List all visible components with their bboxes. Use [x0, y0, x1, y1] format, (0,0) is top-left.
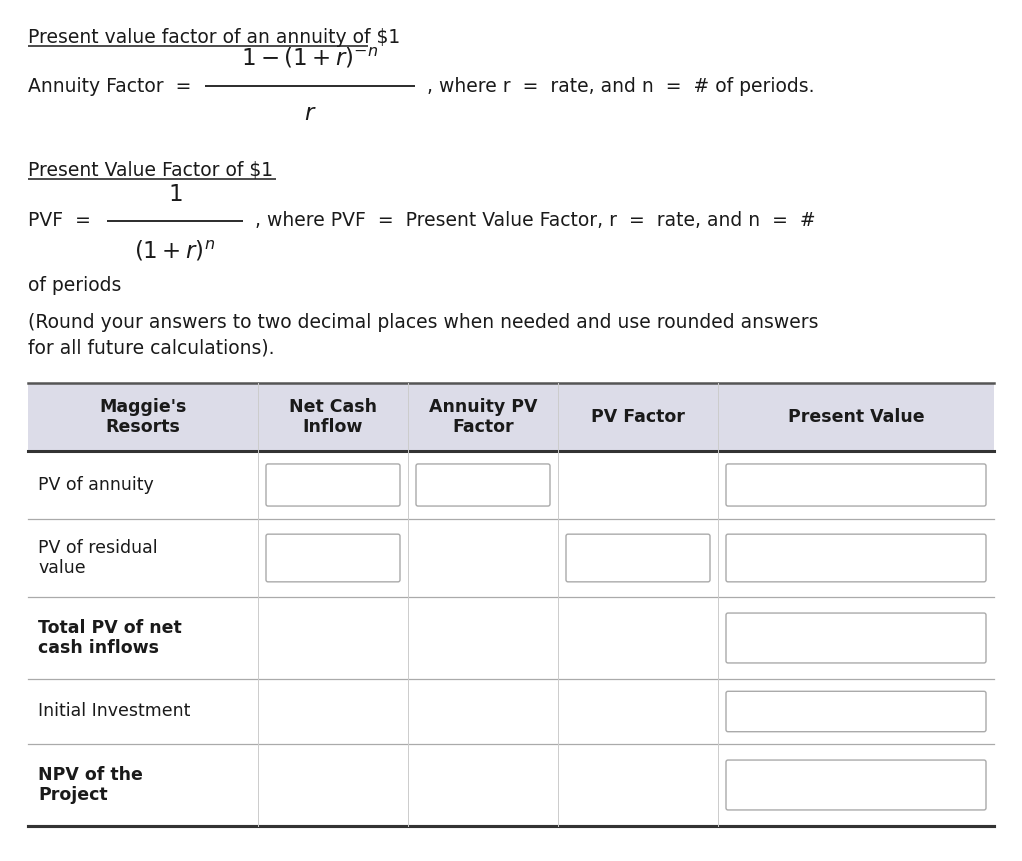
Text: Annuity Factor  =: Annuity Factor = [28, 77, 191, 96]
Text: $(1+r)^{n}$: $(1+r)^{n}$ [135, 238, 216, 263]
FancyBboxPatch shape [726, 760, 986, 810]
Text: Initial Investment: Initial Investment [38, 703, 190, 721]
Text: Present Value Factor of $1: Present Value Factor of $1 [28, 161, 273, 180]
Text: , where r  =  rate, and n  =  # of periods.: , where r = rate, and n = # of periods. [427, 77, 815, 96]
Text: $1$: $1$ [168, 184, 182, 206]
Text: Present Value: Present Value [788, 408, 924, 426]
Text: Present value factor of an annuity of $1: Present value factor of an annuity of $1 [28, 28, 401, 47]
FancyBboxPatch shape [416, 464, 550, 506]
Text: Maggie's
Resorts: Maggie's Resorts [99, 398, 187, 437]
FancyBboxPatch shape [266, 464, 400, 506]
Text: Annuity PV
Factor: Annuity PV Factor [429, 398, 538, 437]
FancyBboxPatch shape [266, 534, 400, 582]
Bar [28, 383, 994, 451]
Text: (Round your answers to two decimal places when needed and use rounded answers: (Round your answers to two decimal place… [28, 313, 819, 332]
Text: $1-(1+r)^{-n}$: $1-(1+r)^{-n}$ [241, 46, 378, 70]
Text: of periods: of periods [28, 276, 122, 295]
FancyBboxPatch shape [726, 613, 986, 663]
Text: Net Cash
Inflow: Net Cash Inflow [289, 398, 377, 437]
FancyBboxPatch shape [726, 464, 986, 506]
FancyBboxPatch shape [726, 691, 986, 732]
Text: PV of residual
value: PV of residual value [38, 539, 157, 578]
FancyBboxPatch shape [726, 534, 986, 582]
FancyBboxPatch shape [566, 534, 710, 582]
Text: PV Factor: PV Factor [591, 408, 685, 426]
Text: $r$: $r$ [304, 103, 316, 125]
Text: PV of annuity: PV of annuity [38, 476, 153, 494]
Text: PVF  =: PVF = [28, 212, 91, 231]
Text: , where PVF  =  Present Value Factor, r  =  rate, and n  =  #: , where PVF = Present Value Factor, r = … [256, 212, 816, 231]
Text: for all future calculations).: for all future calculations). [28, 339, 275, 358]
Text: NPV of the
Project: NPV of the Project [38, 765, 143, 804]
Text: Total PV of net
cash inflows: Total PV of net cash inflows [38, 618, 182, 658]
